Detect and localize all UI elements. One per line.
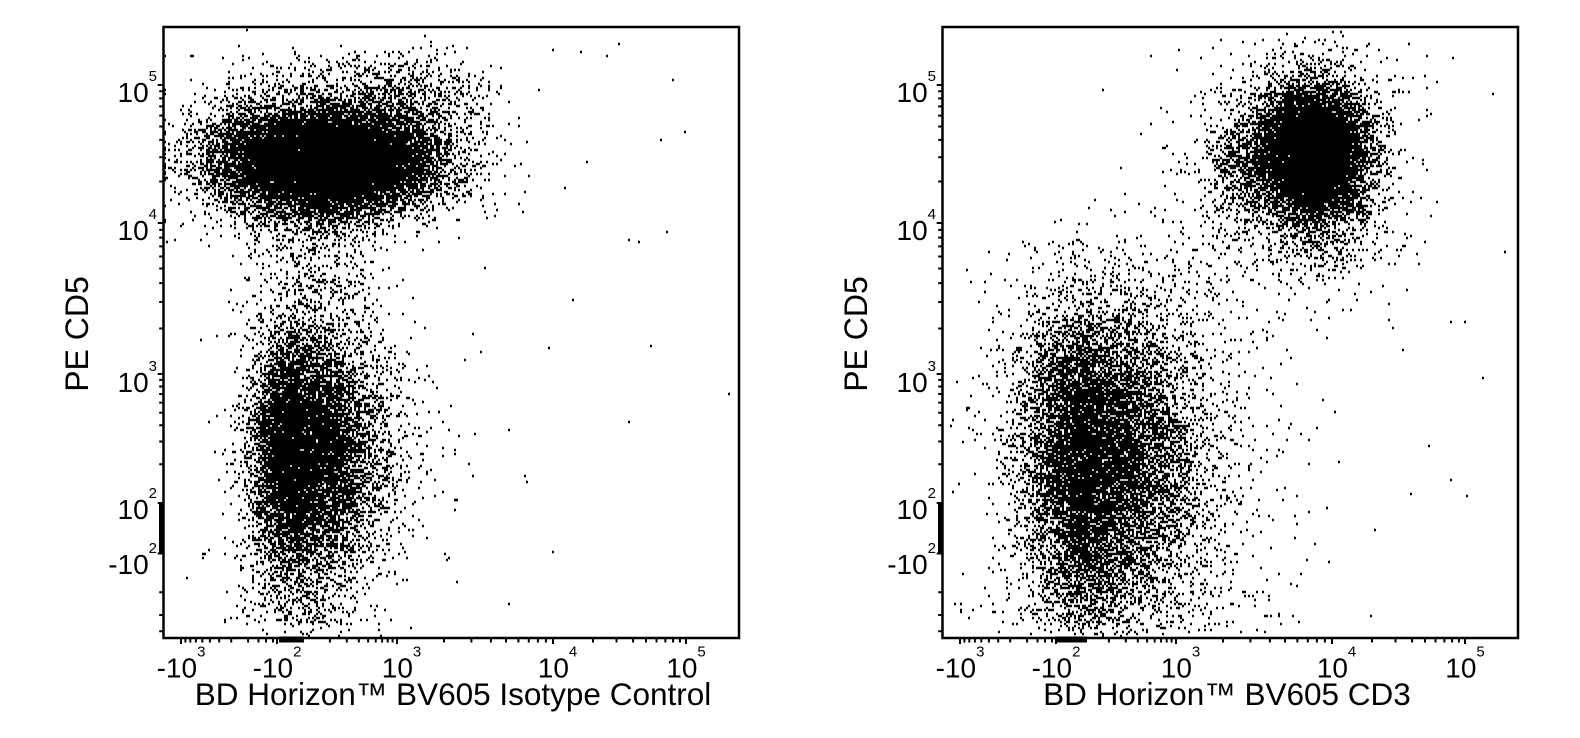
svg-text:PE CD5: PE CD5 bbox=[838, 276, 874, 392]
svg-text:PE CD5: PE CD5 bbox=[59, 276, 95, 392]
svg-text:BD Horizon™ BV605 Isotype Cont: BD Horizon™ BV605 Isotype Control bbox=[195, 676, 712, 712]
svg-text:BD Horizon™ BV605 CD3: BD Horizon™ BV605 CD3 bbox=[1043, 676, 1411, 712]
